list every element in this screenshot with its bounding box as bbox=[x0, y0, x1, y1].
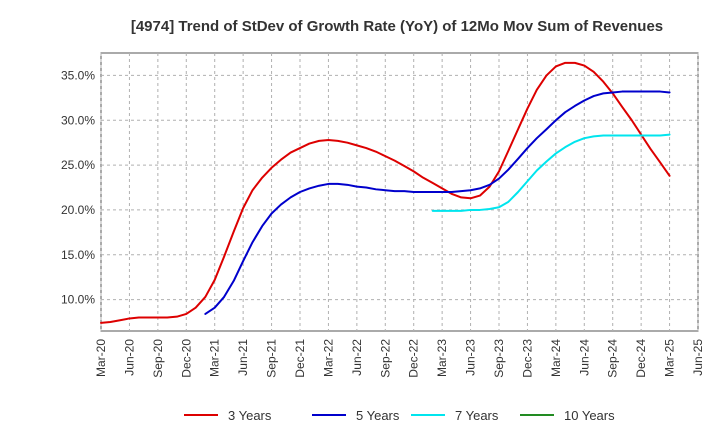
chart-title: [4974] Trend of StDev of Growth Rate (Yo… bbox=[131, 18, 663, 35]
x-axis-ticks: Mar-20 Jun-20 Sep-20 Dec-20 Mar-21 Jun-21 Sep-… bbox=[94, 339, 705, 378]
legend: 3 Years 5 Years 7 Years 10 Years bbox=[184, 408, 615, 423]
x-tick-label: Jun-21 bbox=[236, 339, 250, 376]
y-tick-label: 25.0% bbox=[61, 158, 95, 172]
x-tick-label: Jun-24 bbox=[577, 339, 591, 376]
x-tick-label: Jun-20 bbox=[122, 339, 136, 376]
y-tick-label: 10.0% bbox=[61, 293, 95, 307]
x-tick-label: Dec-24 bbox=[634, 339, 648, 378]
x-tick-label: Mar-20 bbox=[94, 339, 108, 377]
x-tick-label: Sep-21 bbox=[265, 339, 279, 378]
x-tick-label: Jun-23 bbox=[464, 339, 478, 376]
x-tick-label: Jun-22 bbox=[350, 339, 364, 376]
x-tick-label: Dec-20 bbox=[179, 339, 193, 378]
legend-label-10-years: 10 Years bbox=[564, 408, 615, 423]
y-tick-label: 20.0% bbox=[61, 203, 95, 217]
x-tick-label: Dec-22 bbox=[407, 339, 421, 378]
legend-label-7-years: 7 Years bbox=[455, 408, 499, 423]
y-axis-ticks: 10.0% 15.0% 20.0% 25.0% 30.0% 35.0% bbox=[61, 68, 95, 306]
y-tick-label: 30.0% bbox=[61, 113, 95, 127]
series-line-3-years bbox=[100, 61, 671, 324]
x-tick-label: Jun-25 bbox=[691, 339, 705, 376]
x-tick-label: Mar-24 bbox=[549, 339, 563, 377]
y-tick-label: 15.0% bbox=[61, 248, 95, 262]
x-tick-label: Sep-22 bbox=[378, 339, 392, 378]
x-tick-label: Sep-20 bbox=[151, 339, 165, 378]
x-tick-label: Mar-23 bbox=[435, 339, 449, 377]
x-tick-label: Dec-23 bbox=[520, 339, 534, 378]
x-tick-label: Mar-21 bbox=[208, 339, 222, 377]
legend-label-3-years: 3 Years bbox=[228, 408, 272, 423]
legend-label-5-years: 5 Years bbox=[356, 408, 400, 423]
y-tick-label: 35.0% bbox=[61, 68, 95, 82]
series-line-7-years bbox=[431, 133, 671, 212]
x-tick-label: Mar-25 bbox=[663, 339, 677, 377]
x-tick-label: Dec-21 bbox=[293, 339, 307, 378]
x-tick-label: Sep-24 bbox=[606, 339, 620, 378]
x-tick-label: Mar-22 bbox=[321, 339, 335, 377]
x-tick-label: Sep-23 bbox=[492, 339, 506, 378]
series-line-5-years bbox=[204, 90, 671, 315]
series-lines bbox=[100, 61, 671, 324]
